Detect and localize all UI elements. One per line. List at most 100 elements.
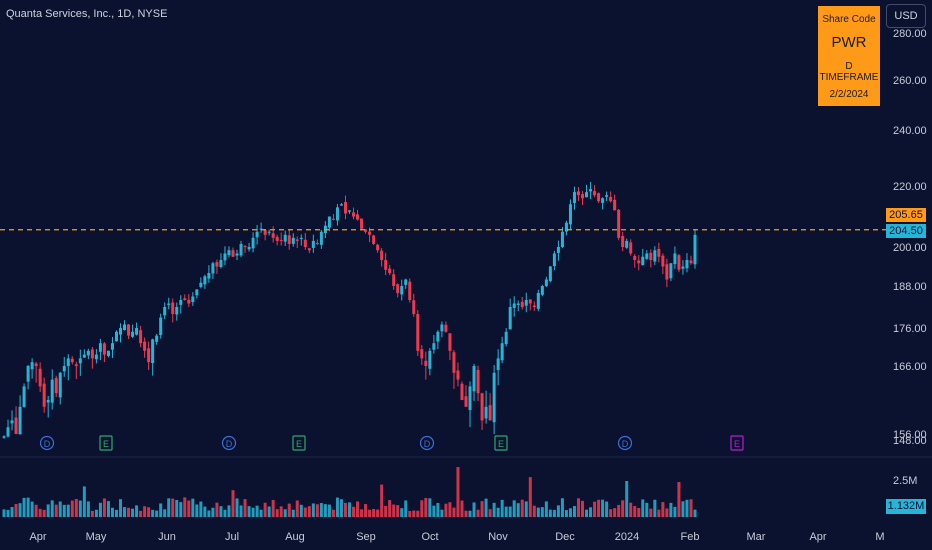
candle-body bbox=[86, 350, 90, 356]
volume-bar bbox=[155, 510, 159, 517]
candle-body bbox=[484, 406, 488, 419]
candle-body bbox=[147, 348, 151, 363]
volume-bar bbox=[203, 506, 207, 517]
event-marker-label: D bbox=[622, 439, 629, 449]
candle-body bbox=[78, 358, 82, 364]
candle-body bbox=[645, 253, 649, 259]
candle-body bbox=[127, 324, 131, 336]
time-axis[interactable]: Apr May Jun Jul Aug Sep Oct Nov Dec 2024 Feb Mar Apr… bbox=[29, 531, 884, 543]
volume-bar bbox=[673, 506, 677, 517]
ticker-text: PWR bbox=[831, 34, 867, 51]
candle-body bbox=[589, 189, 593, 192]
event-marker-label: E bbox=[734, 439, 740, 449]
volume-bar bbox=[360, 509, 364, 517]
volume-bar bbox=[685, 499, 689, 517]
price-axis[interactable]: 280.00 260.00 240.00 220.00 200.00 188.00 176.… bbox=[893, 28, 927, 447]
volume-bar bbox=[677, 482, 681, 517]
candle-body bbox=[139, 330, 143, 344]
price-tick-label: 260.00 bbox=[893, 75, 927, 87]
last-price-tag: 204.50 bbox=[886, 224, 926, 238]
volume-bar bbox=[123, 507, 127, 517]
candle-body bbox=[488, 405, 492, 421]
volume-bar bbox=[512, 500, 516, 517]
volume-bar bbox=[66, 504, 70, 517]
time-tick-label: Sep bbox=[356, 531, 376, 543]
candle-body bbox=[235, 253, 239, 256]
volume-bar bbox=[50, 500, 54, 517]
candle-body bbox=[239, 243, 243, 256]
candle-body bbox=[119, 328, 123, 335]
candle-body bbox=[123, 324, 127, 331]
volume-bar bbox=[6, 509, 10, 517]
volume-bar bbox=[283, 509, 287, 517]
time-tick-label: M bbox=[875, 531, 884, 543]
volume-bar bbox=[564, 510, 568, 517]
candle-body bbox=[356, 214, 360, 220]
volume-bar bbox=[540, 507, 544, 517]
volume-bar bbox=[520, 499, 524, 517]
volume-bar bbox=[151, 509, 155, 517]
candle-body bbox=[456, 370, 460, 380]
volume-bar bbox=[30, 501, 34, 517]
volume-bar bbox=[432, 505, 436, 517]
candle-body bbox=[62, 366, 66, 372]
time-tick-label: Nov bbox=[488, 531, 508, 543]
volume-bar bbox=[492, 502, 496, 517]
candle-body bbox=[171, 302, 175, 314]
volume-bar bbox=[436, 502, 440, 517]
volume-bar bbox=[609, 509, 613, 517]
volume-bar bbox=[589, 507, 593, 517]
candle-body bbox=[34, 363, 38, 366]
candle-body bbox=[452, 352, 456, 373]
volume-bar bbox=[231, 490, 235, 517]
volume-bar bbox=[528, 477, 532, 517]
volume-bar bbox=[444, 503, 448, 517]
volume-bar bbox=[544, 501, 548, 517]
volume-bar bbox=[291, 509, 295, 517]
candle-body bbox=[609, 197, 613, 202]
timeframe-text: D TIMEFRAME bbox=[819, 61, 879, 83]
volume-bar bbox=[496, 507, 500, 517]
volume-bar bbox=[143, 506, 147, 517]
volume-tick-label: 2.5M bbox=[893, 475, 917, 487]
volume-bar bbox=[343, 503, 347, 517]
line-price-tag: 205.65 bbox=[886, 208, 926, 222]
candle-body bbox=[661, 255, 665, 267]
volume-bar bbox=[82, 486, 86, 517]
volume-bar bbox=[102, 498, 106, 517]
candle-body bbox=[552, 253, 556, 267]
candle-body bbox=[492, 372, 496, 423]
candle-body bbox=[287, 235, 291, 244]
earnings-marker bbox=[99, 435, 113, 451]
candle-body bbox=[131, 331, 135, 337]
price-tick-label: 148.00 bbox=[893, 435, 927, 447]
volume-bar bbox=[110, 507, 114, 517]
volume-bar bbox=[119, 499, 123, 517]
volume-bar bbox=[167, 498, 171, 517]
volume-bar bbox=[311, 503, 315, 517]
candle-body bbox=[388, 268, 392, 273]
volume-bar bbox=[139, 510, 143, 517]
volume-bar bbox=[416, 510, 420, 517]
volume-bar bbox=[637, 507, 641, 517]
candle-body bbox=[94, 354, 98, 360]
volume-bar bbox=[263, 502, 267, 517]
candle-body bbox=[215, 262, 219, 267]
date-text: 2/2/2024 bbox=[829, 89, 869, 100]
volume-bar bbox=[621, 500, 625, 517]
candle-body bbox=[143, 341, 147, 351]
volume-bar bbox=[295, 500, 299, 517]
volume-bar bbox=[372, 508, 376, 517]
volume-bar bbox=[645, 502, 649, 517]
currency-button[interactable]: USD bbox=[886, 4, 926, 28]
volume-bar bbox=[536, 507, 540, 517]
candle-body bbox=[110, 343, 114, 350]
candle-body bbox=[464, 396, 468, 407]
volume-bar bbox=[689, 499, 693, 517]
candle-body bbox=[54, 378, 58, 394]
volume-bar bbox=[488, 509, 492, 517]
candle-body bbox=[295, 239, 299, 241]
candle-body bbox=[693, 234, 697, 265]
dividend-marker bbox=[617, 435, 633, 451]
